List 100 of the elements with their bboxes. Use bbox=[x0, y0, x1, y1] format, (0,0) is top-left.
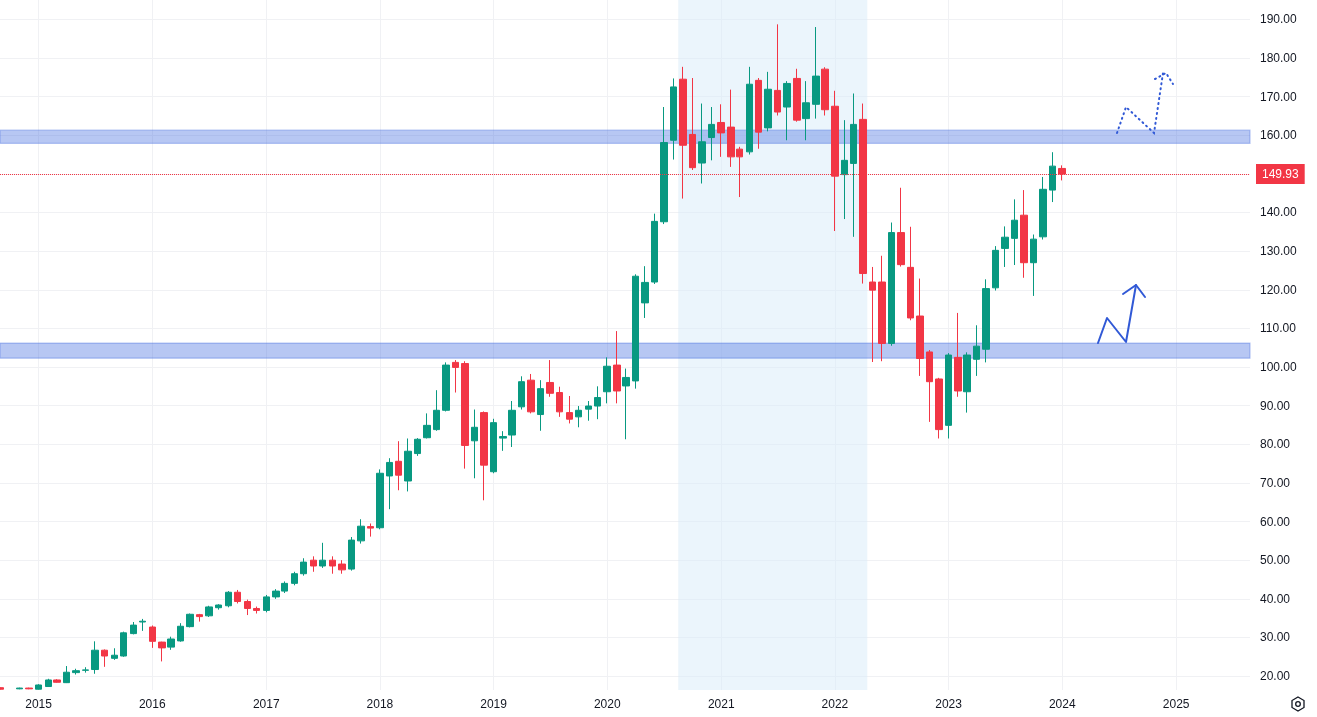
x-tick-label: 2018 bbox=[366, 697, 394, 711]
y-tick-label: 130.00 bbox=[1260, 244, 1298, 259]
candlestick bbox=[367, 522, 374, 538]
candlestick bbox=[139, 618, 146, 632]
candlestick bbox=[518, 375, 525, 411]
candlestick bbox=[25, 687, 33, 690]
candlestick bbox=[1001, 225, 1009, 268]
candlestick bbox=[395, 440, 402, 491]
candlestick bbox=[263, 594, 270, 613]
candlestick bbox=[461, 360, 469, 470]
candlestick bbox=[1049, 151, 1056, 203]
candlestick bbox=[16, 687, 23, 690]
candlestick bbox=[603, 356, 611, 404]
candlestick bbox=[717, 103, 725, 158]
candlestick bbox=[821, 66, 829, 117]
candlestick bbox=[196, 613, 203, 623]
candlestick bbox=[348, 536, 355, 572]
candlestick bbox=[878, 255, 886, 362]
candlestick bbox=[869, 266, 876, 363]
y-tick-label: 90.00 bbox=[1260, 398, 1291, 413]
candlestick bbox=[774, 23, 781, 117]
candlestick bbox=[310, 555, 317, 573]
candlestick bbox=[414, 437, 421, 457]
candlestick bbox=[158, 641, 166, 662]
candlestick bbox=[926, 349, 933, 423]
candlestick bbox=[53, 678, 61, 684]
candlestick bbox=[992, 245, 999, 292]
candlestick bbox=[945, 352, 952, 439]
candlestick bbox=[907, 226, 914, 321]
candlestick bbox=[641, 265, 649, 319]
candlestick bbox=[954, 312, 962, 398]
candlestick bbox=[338, 559, 346, 575]
y-tick-label: 190.00 bbox=[1260, 12, 1298, 27]
candlestick bbox=[1039, 176, 1047, 241]
y-tick-label: 40.00 bbox=[1260, 591, 1291, 606]
candlestick bbox=[660, 106, 668, 225]
candlestick bbox=[1030, 234, 1037, 297]
y-tick-label: 170.00 bbox=[1260, 89, 1298, 104]
x-tick-label: 2016 bbox=[138, 697, 166, 711]
candlestick bbox=[556, 386, 563, 418]
candlestick bbox=[963, 351, 971, 414]
candlestick bbox=[72, 668, 80, 676]
candlestick bbox=[120, 631, 127, 658]
y-tick-label: 30.00 bbox=[1260, 630, 1291, 645]
y-tick-label: 110.00 bbox=[1260, 321, 1297, 336]
candlestick bbox=[244, 599, 251, 616]
y-tick-label: 20.00 bbox=[1260, 669, 1291, 684]
y-tick-label: 180.00 bbox=[1260, 50, 1298, 65]
candlestick bbox=[566, 395, 573, 424]
candlestick bbox=[1011, 198, 1018, 266]
y-tick-label: 50.00 bbox=[1260, 553, 1291, 568]
candlestick bbox=[319, 542, 326, 569]
candlestick bbox=[613, 330, 621, 404]
candlestick bbox=[575, 405, 582, 428]
candlestick bbox=[442, 361, 450, 412]
candlestick bbox=[802, 80, 810, 141]
candlestick bbox=[850, 92, 857, 238]
candlestick bbox=[63, 665, 70, 684]
x-tick-label: 2017 bbox=[252, 697, 280, 711]
candlestick bbox=[508, 400, 516, 448]
candlestick bbox=[186, 613, 194, 628]
x-tick-label: 2019 bbox=[480, 697, 508, 711]
candlestick bbox=[708, 106, 715, 161]
x-tick-label: 2020 bbox=[593, 697, 621, 711]
candlestick bbox=[101, 648, 108, 668]
candlestick bbox=[234, 589, 241, 604]
x-tick-label: 2024 bbox=[1048, 697, 1076, 711]
candlestick bbox=[433, 389, 440, 432]
x-tick-label: 2021 bbox=[707, 697, 735, 711]
y-tick-label: 70.00 bbox=[1260, 475, 1291, 490]
candlestick bbox=[149, 624, 156, 649]
y-tick-label: 120.00 bbox=[1260, 282, 1298, 297]
candlestick bbox=[490, 418, 497, 474]
candlestick bbox=[376, 468, 384, 530]
candlestick bbox=[982, 278, 990, 363]
candlestick bbox=[973, 324, 980, 377]
candlestick bbox=[130, 621, 137, 635]
candlestick bbox=[471, 409, 478, 479]
candlestick bbox=[888, 222, 895, 347]
candlestick bbox=[300, 557, 307, 577]
candlestick bbox=[177, 622, 184, 643]
y-tick-label: 80.00 bbox=[1260, 437, 1291, 452]
x-tick-label: 2023 bbox=[935, 697, 963, 711]
candlestick bbox=[499, 430, 507, 452]
y-tick-label: 100.00 bbox=[1260, 360, 1298, 375]
candlestick bbox=[329, 555, 336, 575]
candlestick bbox=[423, 412, 431, 439]
candlestick bbox=[386, 457, 393, 510]
candlestick bbox=[357, 518, 365, 545]
candlestick bbox=[82, 666, 89, 674]
y-tick-label: 60.00 bbox=[1260, 514, 1291, 529]
candlestick bbox=[167, 636, 175, 651]
candlestick bbox=[622, 368, 630, 440]
candlestick bbox=[480, 410, 488, 501]
x-tick-label: 2022 bbox=[821, 697, 849, 711]
candlestick bbox=[689, 77, 696, 171]
candlestick bbox=[111, 647, 118, 661]
candlestick bbox=[91, 640, 99, 675]
candlestick bbox=[764, 71, 772, 132]
ref-line-label: 149.93 bbox=[1262, 167, 1300, 182]
